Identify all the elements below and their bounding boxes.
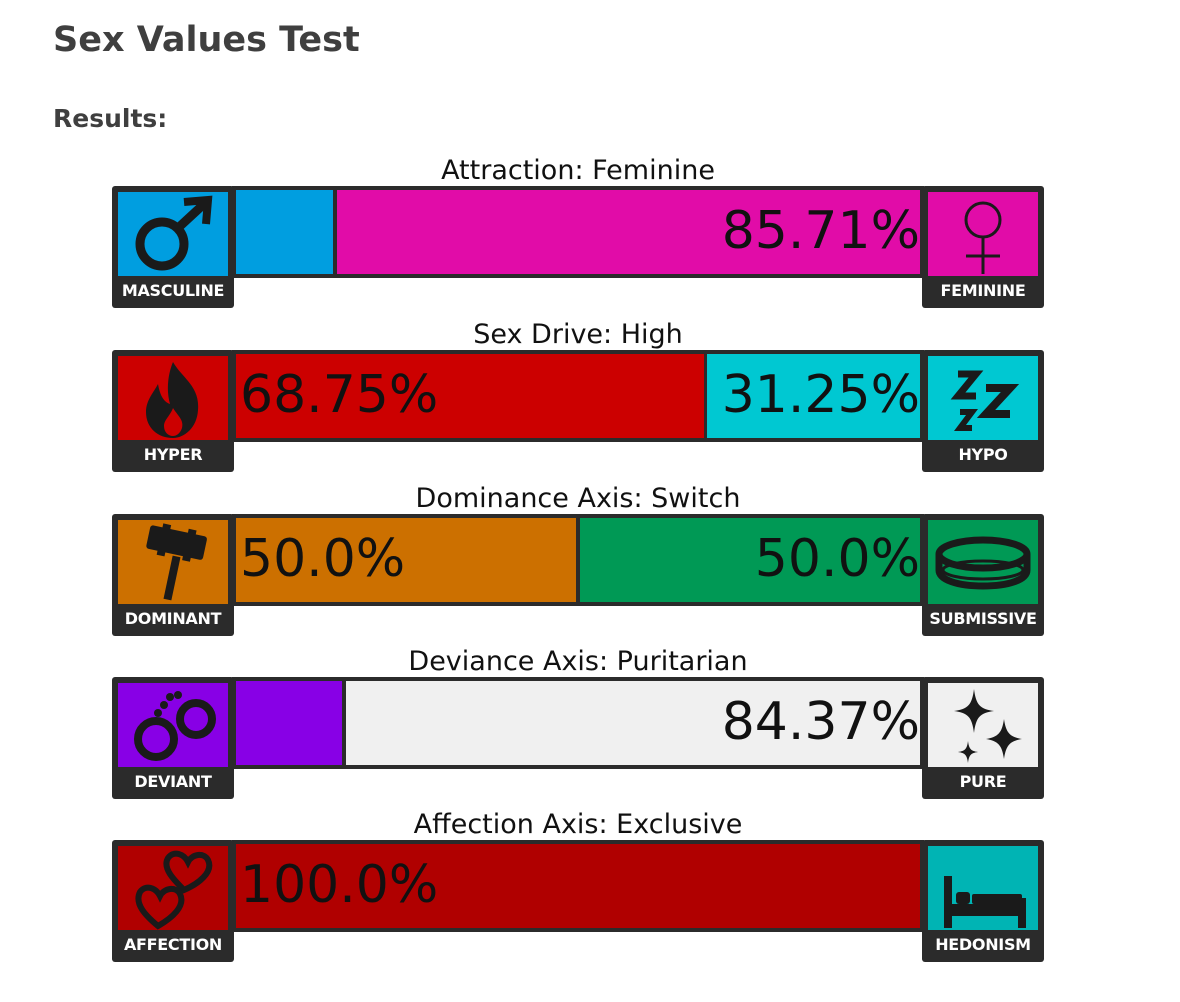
badge-icon-area bbox=[118, 683, 228, 767]
badge-hyper: HYPER bbox=[112, 350, 234, 472]
badge-deviant: DEVIANT bbox=[112, 677, 234, 799]
badge-label: HYPO bbox=[958, 445, 1008, 464]
sleep-zzz-icon bbox=[950, 370, 1020, 431]
axis-affection: Affection Axis: Exclusive 100.0% AFFECTI… bbox=[0, 808, 1180, 968]
badge-label: SUBMISSIVE bbox=[929, 609, 1037, 628]
badge-submissive: SUBMISSIVE bbox=[922, 514, 1044, 636]
results-heading: Results: bbox=[53, 104, 168, 133]
right-percentage: 84.37% bbox=[721, 692, 920, 752]
bar-right-segment: 84.37% bbox=[346, 681, 920, 765]
flame-icon bbox=[146, 362, 199, 438]
bar-left-segment: 50.0% bbox=[236, 518, 576, 602]
axis-sex-drive: Sex Drive: High 68.75% 31.25% HYPER HYPO bbox=[0, 318, 1180, 478]
left-percentage: 100.0% bbox=[240, 855, 439, 915]
badge-pure: PURE bbox=[922, 677, 1044, 799]
sparkles-icon bbox=[954, 689, 1022, 763]
right-percentage: 50.0% bbox=[754, 529, 920, 589]
bar-right-segment: 31.25% bbox=[707, 354, 920, 438]
axis-deviance: Deviance Axis: Puritarian 84.37% DEVIANT bbox=[0, 645, 1180, 805]
page-title: Sex Values Test bbox=[53, 20, 360, 60]
left-percentage: 68.75% bbox=[240, 365, 439, 425]
axis-attraction: Attraction: Feminine 85.71% MASCULINE FE… bbox=[0, 154, 1180, 314]
badge-icon-area bbox=[928, 192, 1038, 276]
bar-left-segment bbox=[236, 681, 342, 765]
badge-hedonism: HEDONISM bbox=[922, 840, 1044, 962]
badge-label: HEDONISM bbox=[935, 935, 1031, 954]
badge-masculine: MASCULINE bbox=[112, 186, 234, 308]
axis-label: Attraction: Feminine bbox=[441, 155, 715, 186]
axis-bar: 84.37% bbox=[232, 677, 924, 769]
badge-label: DEVIANT bbox=[134, 772, 212, 791]
axis-bar: 100.0% bbox=[232, 840, 924, 932]
handcuffs-icon bbox=[134, 691, 216, 761]
badge-icon-area bbox=[928, 846, 1038, 930]
axis-label: Sex Drive: High bbox=[473, 319, 683, 350]
axis-label: Affection Axis: Exclusive bbox=[413, 809, 743, 840]
badge-dominant: DOMINANT bbox=[112, 514, 234, 636]
axis-label: Dominance Axis: Switch bbox=[415, 483, 741, 514]
bar-left-segment: 100.0% bbox=[236, 844, 920, 928]
badge-label: MASCULINE bbox=[121, 281, 225, 300]
badge-icon-area bbox=[928, 356, 1038, 440]
bar-right-segment: 50.0% bbox=[580, 518, 920, 602]
badge-icon-area bbox=[118, 846, 228, 930]
badge-icon-area bbox=[928, 683, 1038, 767]
badge-feminine: FEMININE bbox=[922, 186, 1044, 308]
badge-icon-area bbox=[118, 356, 228, 440]
bed-icon bbox=[944, 876, 1026, 928]
bar-left-segment: 68.75% bbox=[236, 354, 704, 438]
badge-hypo: HYPO bbox=[922, 350, 1044, 472]
badge-affection: AFFECTION bbox=[112, 840, 234, 962]
male-symbol-icon bbox=[135, 195, 213, 271]
badge-icon-area bbox=[928, 520, 1038, 604]
hearts-icon bbox=[135, 850, 213, 930]
badge-icon-area bbox=[118, 520, 228, 604]
gavel-icon bbox=[146, 523, 207, 601]
badge-icon-area bbox=[118, 192, 228, 276]
right-percentage: 31.25% bbox=[721, 365, 920, 425]
axis-bar: 50.0% 50.0% bbox=[232, 514, 924, 606]
axis-dominance: Dominance Axis: Switch 50.0% 50.0% DOMIN… bbox=[0, 482, 1180, 642]
badge-label: DOMINANT bbox=[124, 609, 222, 628]
axis-label: Deviance Axis: Puritarian bbox=[408, 646, 748, 677]
bar-right-segment: 85.71% bbox=[337, 190, 920, 274]
badge-label: HYPER bbox=[143, 445, 203, 464]
female-symbol-icon bbox=[964, 201, 1002, 274]
right-percentage: 85.71% bbox=[721, 201, 920, 261]
left-percentage: 50.0% bbox=[240, 529, 406, 589]
bar-left-segment bbox=[236, 190, 333, 274]
axis-bar: 68.75% 31.25% bbox=[232, 350, 924, 442]
badge-label: PURE bbox=[959, 772, 1007, 791]
axis-bar: 85.71% bbox=[232, 186, 924, 278]
badge-label: AFFECTION bbox=[123, 935, 223, 954]
badge-label: FEMININE bbox=[940, 281, 1026, 300]
collar-icon bbox=[935, 536, 1031, 590]
